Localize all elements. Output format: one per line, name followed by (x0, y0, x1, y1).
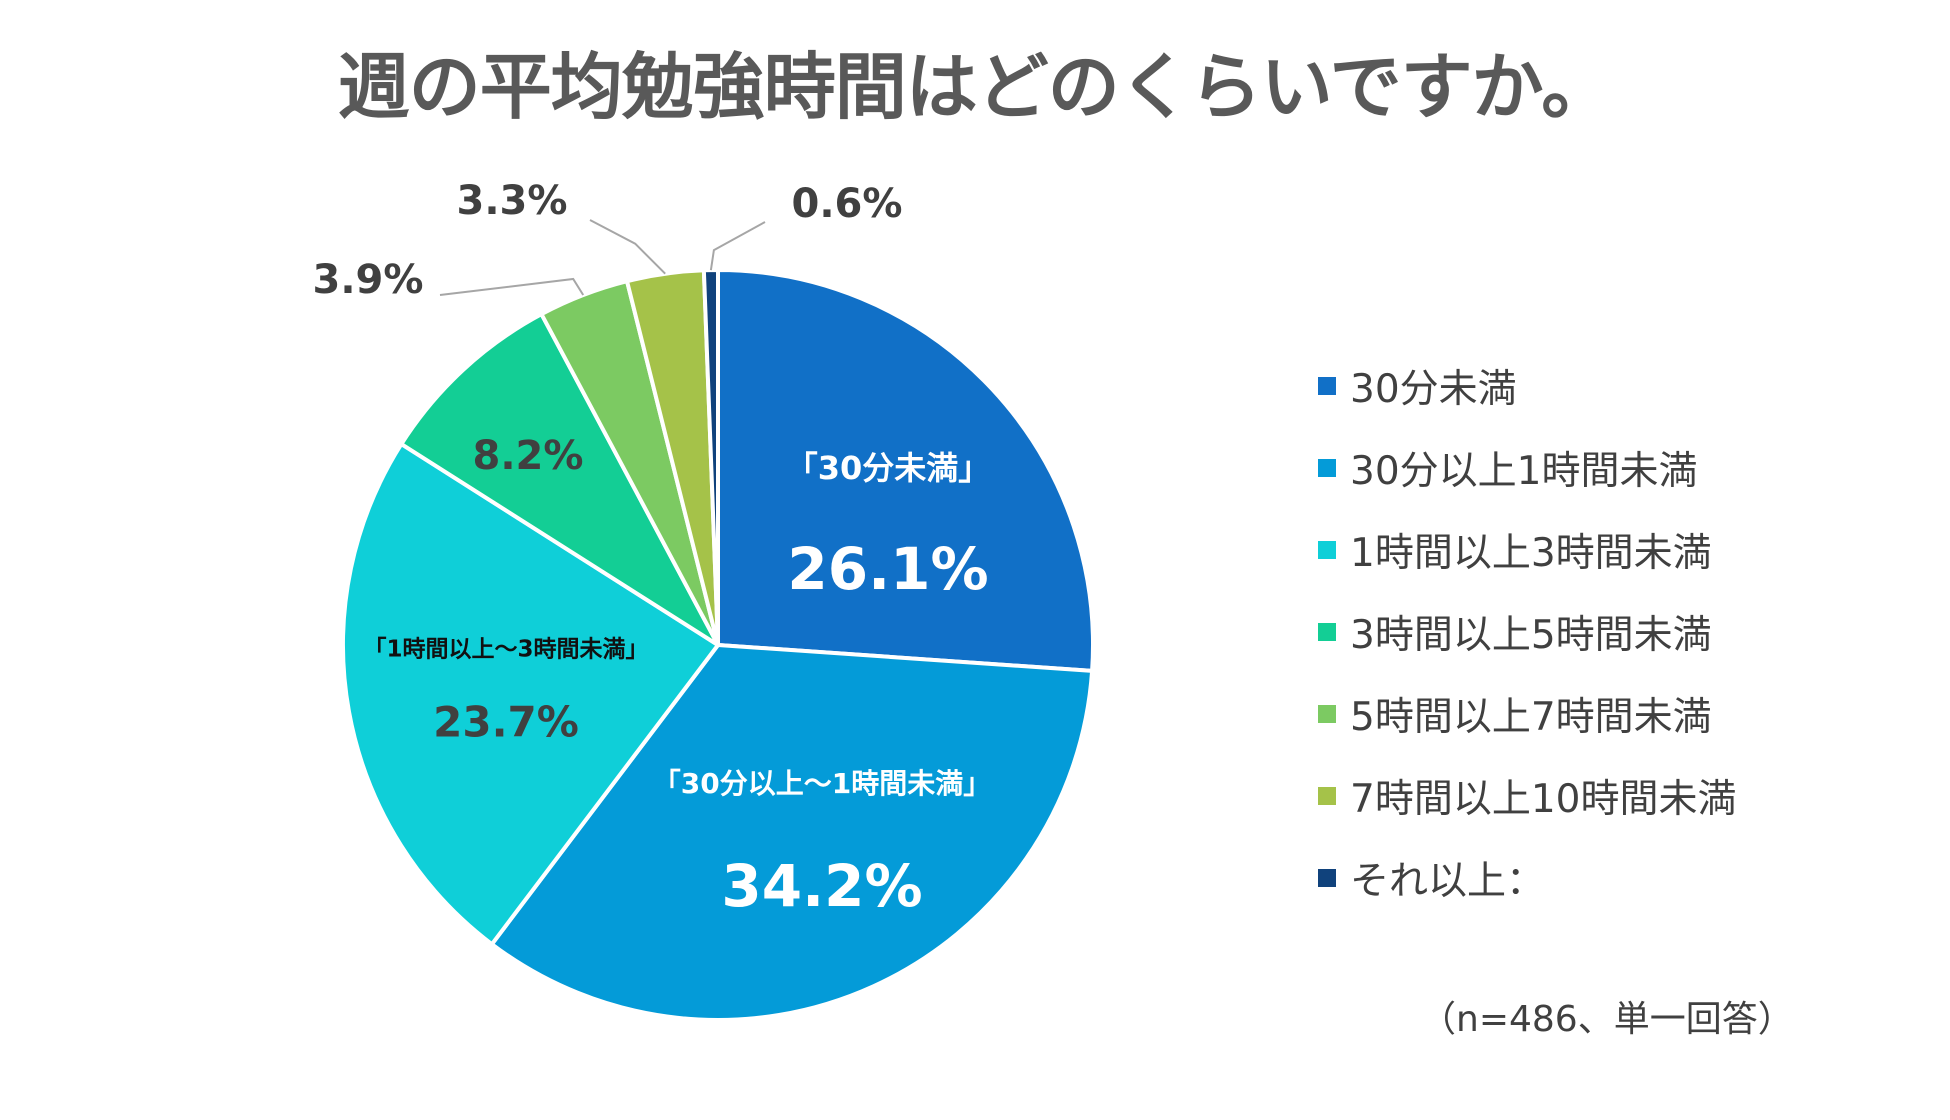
legend-label: 7時間以上10時間未満 (1350, 777, 1737, 822)
pie-slice (716, 268, 1095, 673)
pie-slices (341, 268, 1095, 1022)
leader-lines (439, 219, 766, 296)
leader-line (709, 221, 766, 271)
slice-labels: 「30分未満」 26.1% 「30分以上～1時間未満」 34.2% 「1時間以上～3時間… (313, 178, 992, 920)
legend-swatch (1318, 541, 1336, 559)
legend-swatch (1318, 459, 1336, 477)
legend-swatch (1318, 377, 1336, 395)
pie-slice (489, 643, 1095, 1022)
slice-value-label: 3.3% (457, 178, 568, 224)
slice-callout: 「30分以上～1時間未満」 (653, 767, 991, 800)
legend-label: 30分以上1時間未満 (1350, 449, 1698, 494)
legend: 30分未満 30分以上1時間未満 1時間以上3時間未満 3時間以上5時間未満 5… (1318, 345, 1736, 919)
slice-value-label: 8.2% (473, 433, 584, 479)
legend-label: それ以上： (1350, 859, 1546, 904)
slice-value-label: 34.2% (721, 852, 922, 920)
legend-label: 5時間以上7時間未満 (1350, 695, 1712, 740)
slice-value-label: 23.7% (433, 698, 579, 747)
legend-swatch (1318, 623, 1336, 641)
legend-item: 5時間以上7時間未満 (1318, 673, 1736, 755)
leader-line (439, 277, 585, 296)
legend-label: 1時間以上3時間未満 (1350, 531, 1712, 576)
legend-item: それ以上： (1318, 837, 1736, 919)
legend-swatch (1318, 869, 1336, 887)
legend-label: 30分未満 (1350, 367, 1517, 412)
pie-slice (341, 442, 720, 947)
slice-callout: 「30分未満」 (786, 449, 991, 487)
legend-label: 3時間以上5時間未満 (1350, 613, 1712, 658)
legend-swatch (1318, 787, 1336, 805)
chart-title: 週の平均勉強時間はどのくらいですか。 (337, 45, 1613, 129)
legend-item: 3時間以上5時間未満 (1318, 591, 1736, 673)
leader-line (589, 219, 666, 275)
legend-item: 1時間以上3時間未満 (1318, 509, 1736, 591)
legend-swatch (1318, 705, 1336, 723)
legend-item: 30分以上1時間未満 (1318, 427, 1736, 509)
slice-callout: 「1時間以上～3時間未満」 (363, 637, 648, 663)
pie-slice (399, 312, 720, 647)
legend-item: 7時間以上10時間未満 (1318, 755, 1736, 837)
slice-value-label: 3.9% (313, 257, 424, 303)
sample-note: （n=486、単一回答） (1420, 999, 1794, 1040)
slice-value-label: 26.1% (787, 535, 988, 603)
slice-value-label: 0.6% (792, 181, 903, 227)
legend-item: 30分未満 (1318, 345, 1736, 427)
